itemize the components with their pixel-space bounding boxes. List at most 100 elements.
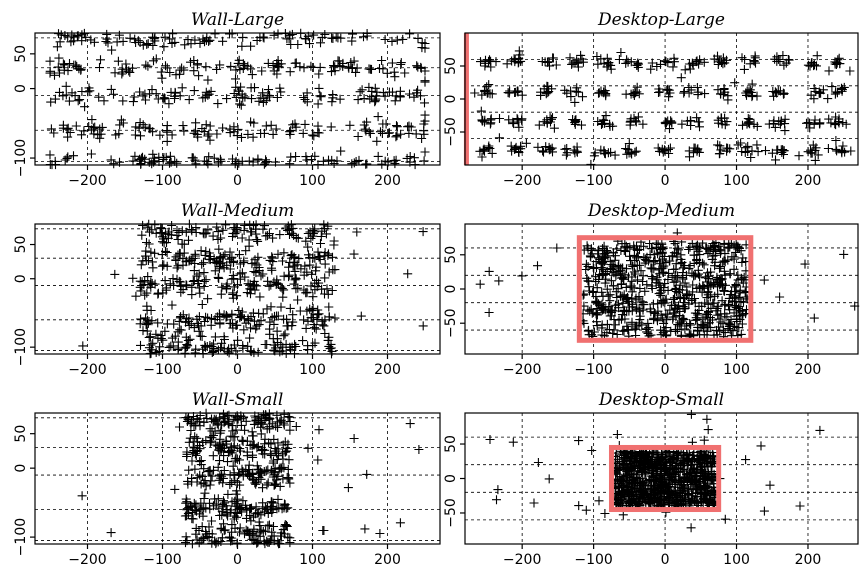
- data-point: [210, 266, 220, 276]
- data-point: [669, 53, 679, 63]
- data-point: [653, 143, 663, 153]
- data-point: [720, 113, 730, 123]
- data-point: [697, 301, 707, 311]
- data-point: [219, 519, 228, 529]
- data-point: [316, 232, 326, 241]
- x-tick-label: −100: [143, 362, 181, 378]
- data-point: [347, 36, 357, 46]
- data-point: [389, 156, 399, 166]
- data-point: [747, 79, 757, 89]
- y-tick-label: −100: [13, 328, 29, 366]
- data-point: [504, 115, 514, 125]
- data-point: [153, 94, 163, 104]
- data-point: [280, 329, 290, 339]
- data-point: [216, 233, 226, 243]
- data-point: [396, 58, 406, 68]
- data-point: [592, 52, 602, 61]
- data-point: [283, 321, 293, 331]
- data-point: [664, 256, 674, 266]
- data-point: [45, 56, 55, 66]
- data-point: [816, 88, 826, 98]
- data-point: [173, 250, 183, 260]
- data-point: [157, 73, 167, 83]
- data-point: [307, 269, 317, 279]
- data-point: [718, 319, 728, 329]
- data-point: [570, 97, 580, 107]
- data-point: [615, 291, 625, 301]
- data-point: [333, 33, 343, 43]
- data-point: [173, 261, 183, 271]
- data-point: [700, 89, 710, 99]
- data-point: [220, 525, 230, 535]
- data-point: [669, 264, 679, 274]
- data-point: [164, 342, 174, 352]
- data-point: [183, 341, 193, 351]
- data-point: [196, 246, 206, 256]
- data-point: [50, 156, 60, 166]
- data-point: [71, 121, 81, 131]
- data-point: [647, 272, 657, 282]
- data-point: [130, 34, 140, 44]
- data-point: [597, 270, 607, 280]
- data-point: [772, 56, 782, 66]
- data-point: [652, 272, 662, 282]
- data-point: [730, 301, 740, 310]
- data-point: [838, 118, 848, 127]
- data-point: [217, 258, 227, 268]
- data-point: [147, 345, 157, 355]
- data-point: [317, 226, 327, 236]
- data-point: [551, 60, 561, 70]
- data-point: [306, 61, 316, 71]
- y-tick-label: 50: [443, 435, 459, 453]
- data-point: [219, 451, 229, 461]
- data-point: [663, 275, 673, 284]
- data-point: [258, 32, 268, 42]
- data-point: [282, 314, 292, 324]
- data-point: [225, 264, 235, 274]
- data-point: [279, 409, 289, 419]
- data-point: [54, 53, 64, 63]
- data-point: [665, 143, 675, 153]
- data-point: [265, 414, 275, 424]
- data-point: [704, 307, 713, 317]
- data-point: [684, 299, 694, 309]
- data-point: [151, 54, 161, 64]
- data-point: [181, 538, 190, 548]
- data-point: [60, 60, 69, 70]
- data-point: [703, 310, 713, 319]
- data-point: [197, 259, 207, 269]
- data-point: [222, 94, 232, 104]
- data-point: [293, 40, 303, 49]
- y-tick-label: 50: [13, 45, 29, 63]
- data-point: [278, 292, 288, 302]
- data-point: [549, 123, 559, 133]
- data-point: [293, 233, 303, 243]
- data-point: [109, 89, 118, 99]
- data-point: [273, 29, 283, 39]
- data-point: [746, 87, 756, 97]
- data-point: [582, 273, 592, 283]
- data-point: [753, 147, 763, 157]
- data-point: [145, 227, 154, 237]
- data-point: [147, 316, 157, 326]
- data-point: [254, 320, 264, 330]
- data-point: [592, 308, 602, 318]
- data-point: [411, 129, 421, 139]
- data-point: [735, 306, 745, 316]
- data-point: [831, 136, 841, 145]
- data-point: [391, 132, 401, 142]
- data-point: [181, 413, 191, 423]
- data-point: [670, 308, 679, 318]
- data-point: [279, 418, 289, 428]
- data-point: [708, 251, 718, 261]
- data-point: [539, 147, 548, 157]
- data-point: [694, 269, 703, 279]
- data-point: [130, 130, 140, 140]
- data-point: [173, 343, 183, 353]
- data-point: [45, 150, 55, 160]
- data-point: [606, 276, 616, 286]
- data-point: [256, 271, 266, 281]
- data-point: [621, 247, 630, 256]
- data-point: [650, 308, 659, 318]
- data-point: [719, 286, 729, 296]
